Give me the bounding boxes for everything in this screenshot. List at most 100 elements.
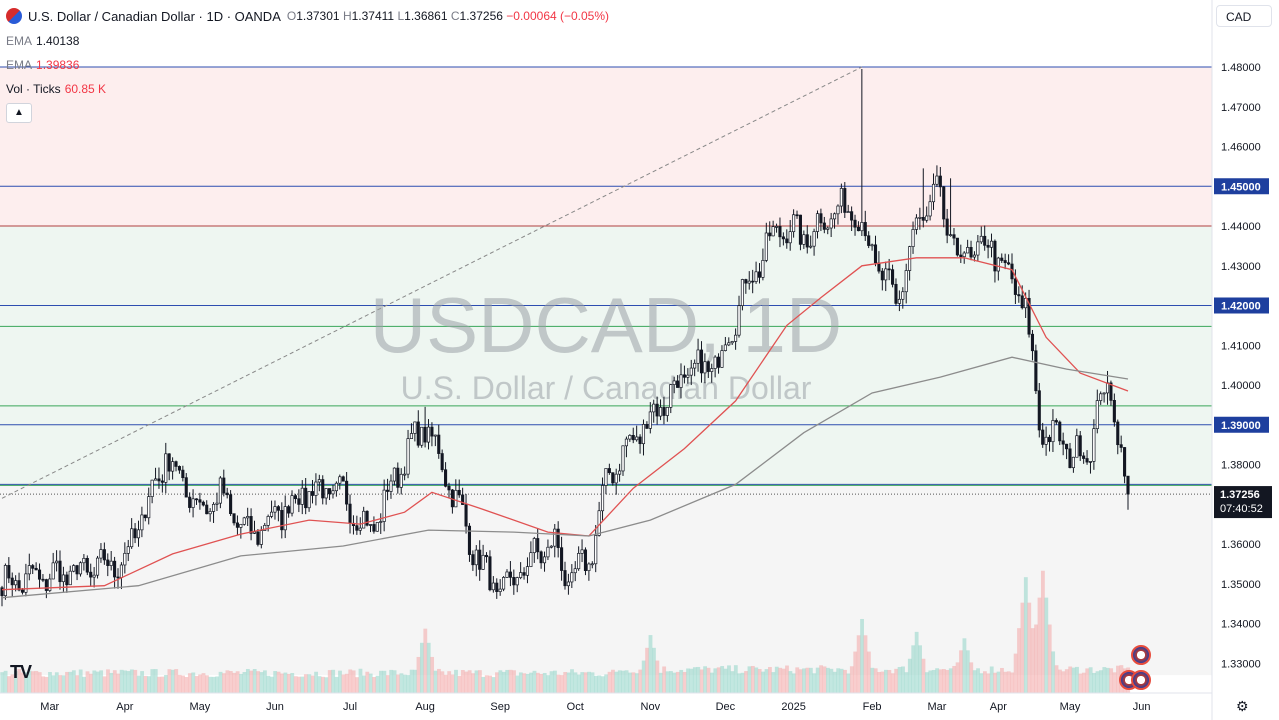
volume-indicator[interactable]: Vol · Ticks 60.85 K bbox=[6, 82, 106, 96]
volume-bar bbox=[689, 668, 694, 693]
event-flag-icon[interactable] bbox=[1131, 645, 1151, 665]
candle-body bbox=[966, 247, 970, 254]
candle-body bbox=[119, 564, 123, 578]
symbol-header: U.S. Dollar / Canadian Dollar · 1D · OAN… bbox=[6, 8, 609, 24]
volume-bar bbox=[1061, 671, 1066, 693]
volume-bar bbox=[95, 671, 100, 693]
ema-value: 1.39836 bbox=[36, 58, 80, 72]
candle-body bbox=[328, 488, 332, 495]
x-tick-label: Jun bbox=[266, 701, 284, 713]
candle-body bbox=[696, 349, 700, 364]
volume-bar bbox=[617, 670, 622, 693]
candle-body bbox=[160, 480, 164, 483]
volume-bar bbox=[945, 669, 950, 693]
event-flag-icon[interactable] bbox=[1131, 670, 1151, 690]
volume-bar bbox=[675, 671, 680, 693]
volume-bar bbox=[372, 676, 377, 693]
currency-selector[interactable]: CAD bbox=[1216, 5, 1272, 27]
volume-bar bbox=[989, 666, 994, 693]
candle-body bbox=[1024, 297, 1028, 309]
volume-bar bbox=[68, 671, 73, 693]
candle-body bbox=[181, 469, 185, 479]
y-tick-label: 1.48000 bbox=[1221, 62, 1261, 74]
volume-bar bbox=[904, 672, 909, 693]
volume-bar bbox=[150, 669, 155, 693]
y-tick-label: 1.40000 bbox=[1221, 380, 1261, 392]
candle-body bbox=[454, 489, 458, 508]
volume-bar bbox=[594, 675, 598, 693]
volume-bar bbox=[419, 642, 424, 693]
volume-bar bbox=[921, 658, 926, 693]
currency-flag-icon bbox=[6, 8, 22, 24]
volume-bar bbox=[280, 673, 284, 693]
volume-bar bbox=[532, 670, 537, 693]
candle-body bbox=[273, 506, 277, 513]
volume-bar bbox=[283, 672, 288, 693]
volume-bar bbox=[1017, 628, 1021, 693]
candle-body bbox=[461, 494, 465, 505]
ema-indicator-2[interactable]: EMA 1.39836 bbox=[6, 58, 79, 72]
candle-body bbox=[304, 487, 308, 509]
candle-body bbox=[809, 245, 813, 248]
candle-body bbox=[426, 426, 431, 443]
candle-body bbox=[955, 237, 959, 256]
volume-bar bbox=[976, 668, 980, 693]
volume-bar bbox=[123, 670, 127, 693]
volume-bar bbox=[474, 670, 479, 693]
symbol-title[interactable]: U.S. Dollar / Canadian Dollar · 1D · OAN… bbox=[28, 8, 281, 24]
y-tick-label: 1.43000 bbox=[1221, 261, 1261, 273]
candle-body bbox=[310, 491, 315, 496]
volume-bar bbox=[771, 672, 776, 693]
candle-body bbox=[1007, 262, 1011, 265]
candle-body bbox=[880, 270, 884, 281]
candle-body bbox=[150, 479, 154, 497]
candle-body bbox=[925, 215, 929, 221]
candle-body bbox=[235, 522, 239, 528]
watermark-symbol: USDCAD, 1D bbox=[370, 281, 842, 369]
volume-bar bbox=[1085, 668, 1090, 693]
volume-bar bbox=[826, 667, 830, 693]
volume-bar bbox=[235, 671, 240, 693]
volume-bar bbox=[307, 674, 312, 693]
candle-body bbox=[682, 374, 686, 378]
volume-bar bbox=[170, 669, 175, 693]
volume-bar bbox=[297, 676, 301, 693]
candle-body bbox=[580, 549, 584, 554]
gear-icon[interactable]: ⚙ bbox=[1236, 698, 1249, 714]
y-tick-label: 1.47000 bbox=[1221, 102, 1261, 114]
y-tick-label: 1.33000 bbox=[1221, 658, 1261, 670]
volume-bar bbox=[89, 673, 93, 693]
candle-body bbox=[194, 498, 199, 501]
candle-body bbox=[375, 522, 379, 532]
x-tick-label: May bbox=[1060, 701, 1081, 713]
candle-body bbox=[901, 291, 905, 300]
volume-label: Vol · Ticks bbox=[6, 82, 61, 96]
ema-indicator-1[interactable]: EMA 1.40138 bbox=[6, 34, 79, 48]
candle-body bbox=[942, 186, 946, 220]
candle-body bbox=[276, 506, 280, 511]
candle-body bbox=[676, 380, 680, 388]
collapse-legend-button[interactable]: ▲ bbox=[6, 103, 32, 123]
candle-body bbox=[1082, 455, 1086, 459]
volume-bar bbox=[535, 672, 540, 693]
change-value: −0.00064 (−0.05%) bbox=[506, 9, 610, 23]
volume-bar bbox=[259, 672, 264, 693]
volume-bar bbox=[590, 672, 595, 693]
candle-body bbox=[246, 516, 250, 519]
volume-bar bbox=[805, 667, 810, 693]
candle-body bbox=[444, 469, 448, 487]
tradingview-logo-icon[interactable]: TV bbox=[10, 662, 32, 682]
candle-body bbox=[488, 556, 492, 591]
candle-body bbox=[754, 271, 758, 282]
volume-bar bbox=[450, 674, 455, 693]
y-tick-label: 1.36000 bbox=[1221, 539, 1261, 551]
chevron-up-icon: ▲ bbox=[14, 107, 24, 118]
candle-body bbox=[1044, 436, 1048, 445]
volume-bar bbox=[907, 658, 912, 693]
candle-body bbox=[1105, 382, 1110, 394]
countdown-label: 07:40:52 bbox=[1220, 503, 1263, 515]
volume-bar bbox=[761, 671, 766, 693]
candle-body bbox=[1116, 421, 1120, 446]
volume-bar bbox=[31, 671, 35, 693]
